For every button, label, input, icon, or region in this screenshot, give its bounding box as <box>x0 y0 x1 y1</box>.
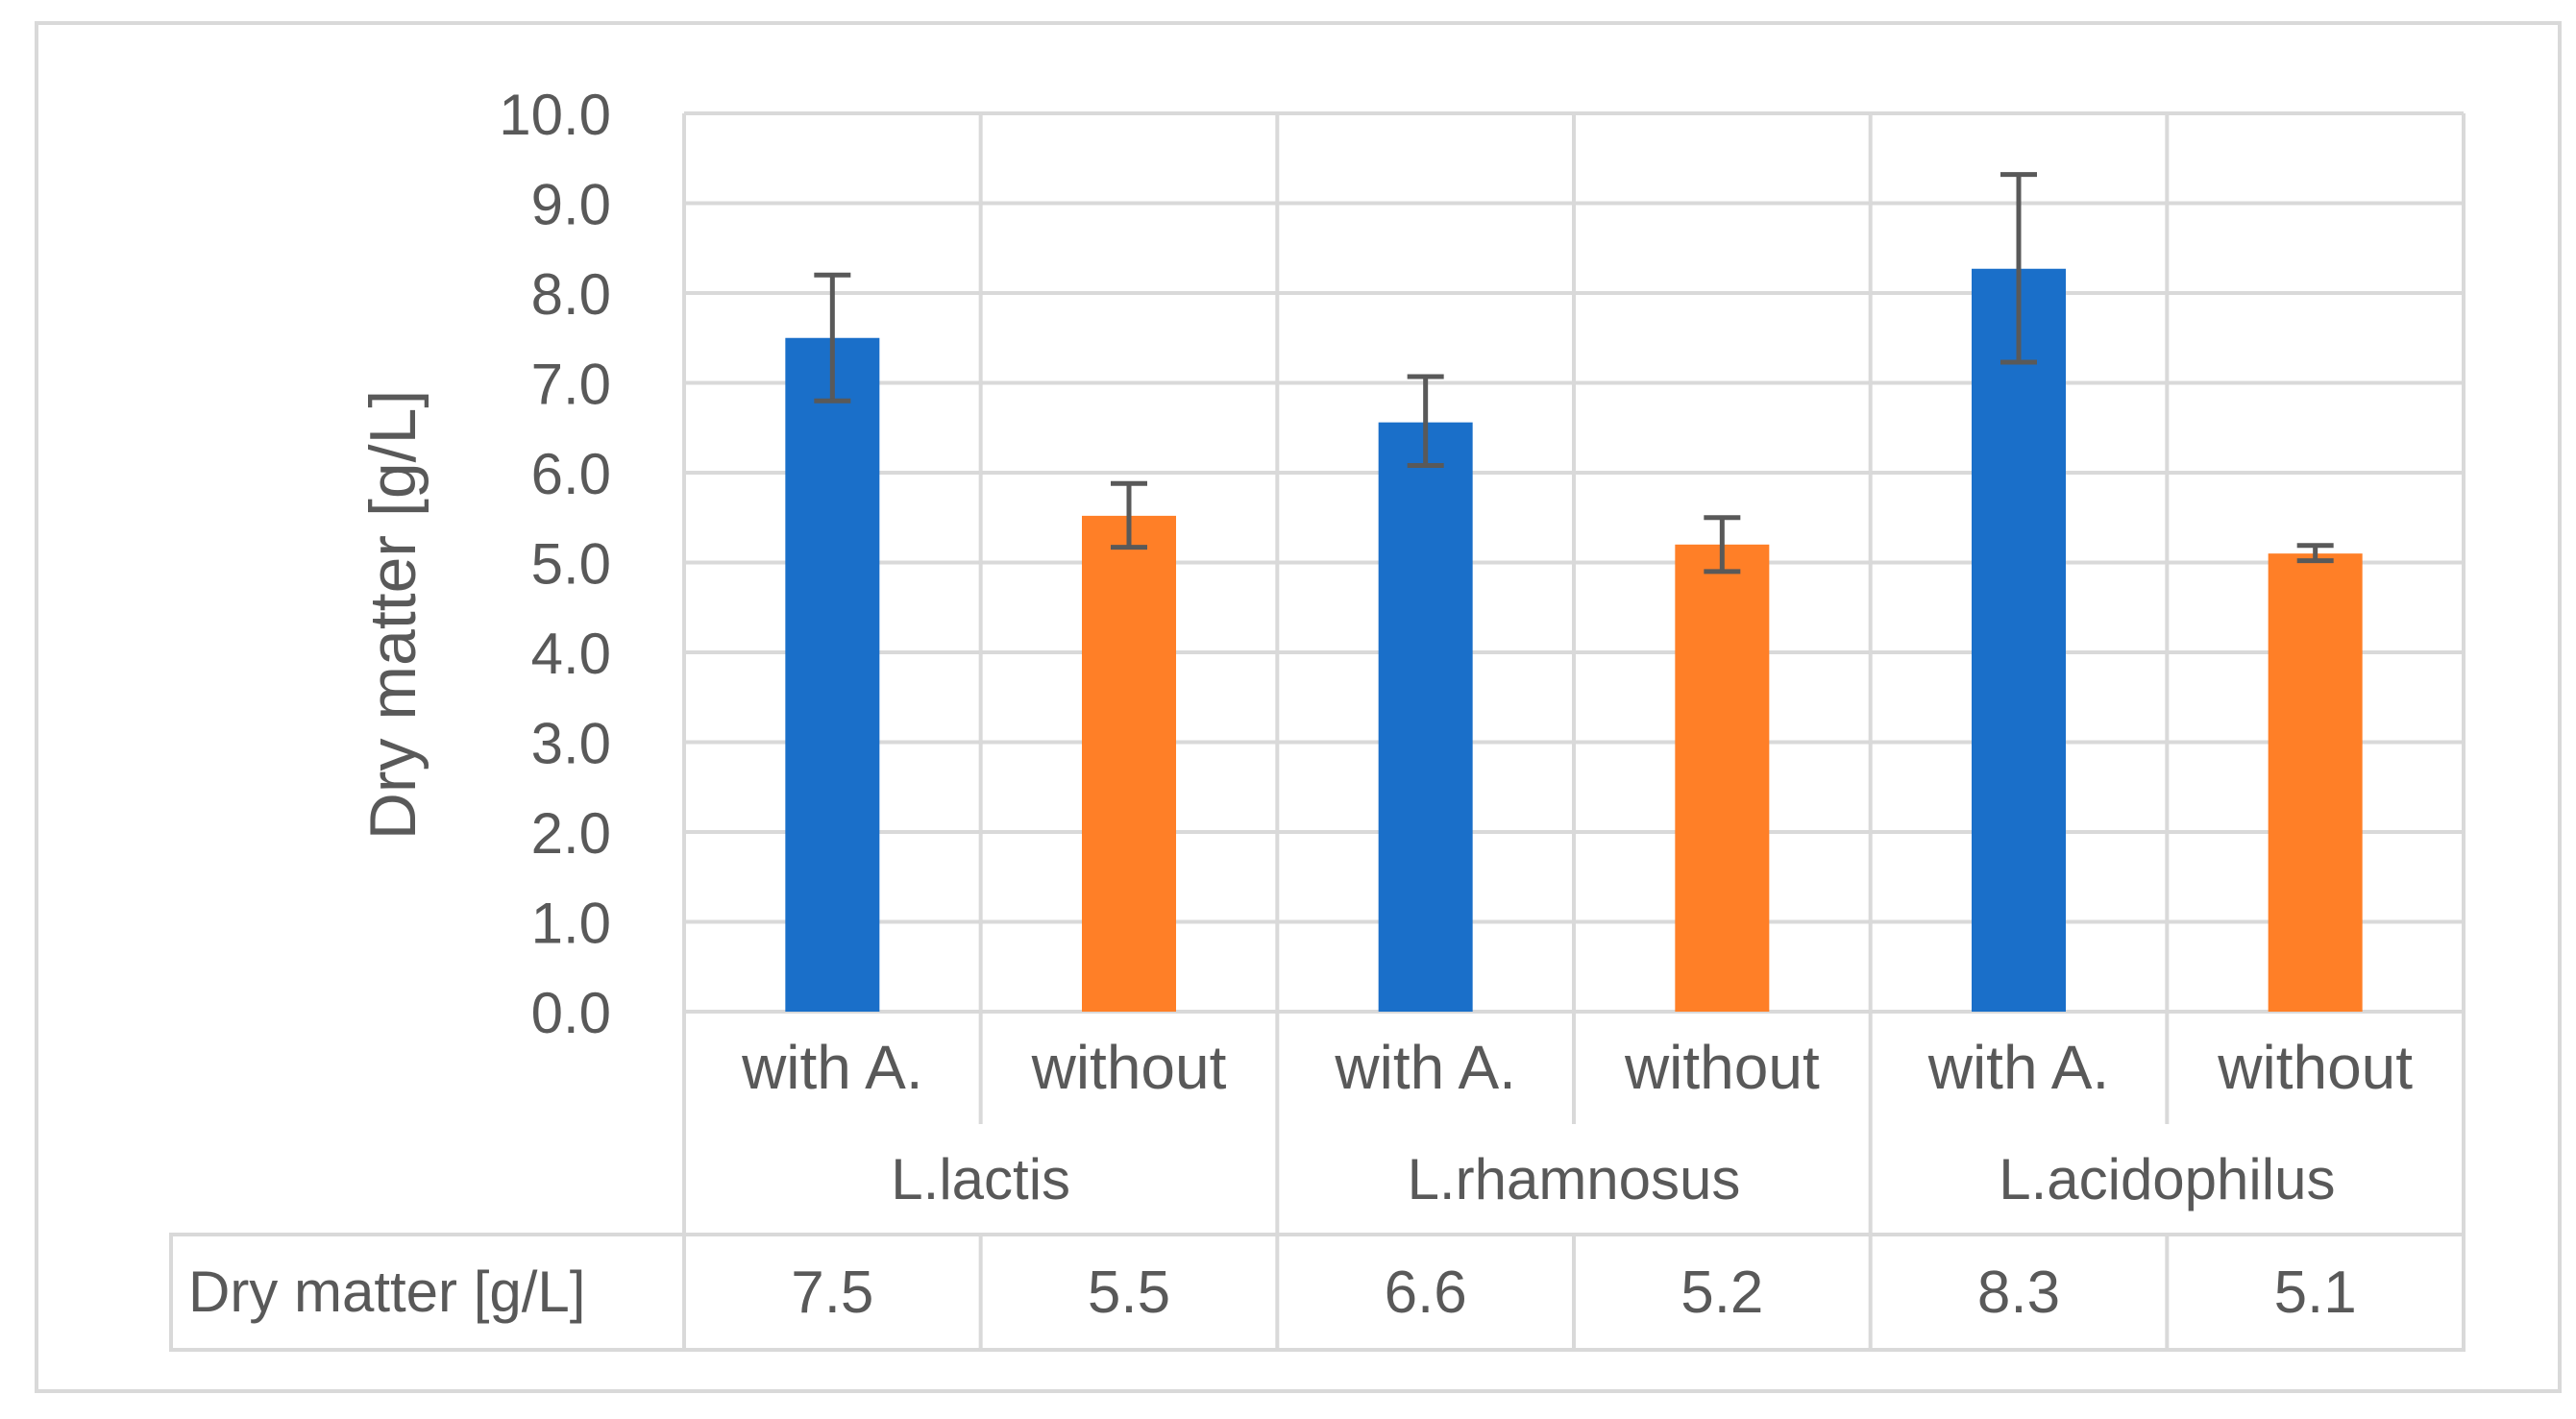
x-category-label: with A. <box>1927 1033 2110 1102</box>
data-label: 6.6 <box>1385 1260 1467 1326</box>
y-axis-title: Dry matter [g/L] <box>356 390 429 841</box>
y-tick-label: 1.0 <box>531 892 611 956</box>
error-bar <box>2000 172 2037 365</box>
x-category-label: with A. <box>1334 1033 1516 1102</box>
bars <box>785 268 2363 1012</box>
bar <box>2268 553 2363 1012</box>
x-category-label: without <box>2217 1033 2413 1102</box>
y-tick-label: 8.0 <box>531 262 611 327</box>
data-label: 7.5 <box>791 1260 873 1326</box>
y-tick-label: 2.0 <box>531 801 611 866</box>
category-table: with A. without with A. without with A. witho… <box>169 1033 2466 1352</box>
data-label: 8.3 <box>1977 1260 2060 1326</box>
x-category-label: with A. <box>741 1033 923 1102</box>
bar <box>1082 515 1176 1012</box>
y-tick-label: 9.0 <box>531 173 611 237</box>
error-bar <box>814 272 851 404</box>
y-tick-label: 10.0 <box>499 83 611 147</box>
x-category-label: without <box>1624 1033 1820 1102</box>
y-tick-label: 7.0 <box>531 353 611 417</box>
y-tick-label: 5.0 <box>531 532 611 597</box>
x-category-label: without <box>1031 1033 1227 1102</box>
y-tick-label: 0.0 <box>531 981 611 1045</box>
chart-outer-border <box>35 21 2562 1393</box>
data-label: 5.1 <box>2274 1260 2357 1326</box>
error-bar <box>2296 543 2334 564</box>
bar <box>785 337 880 1012</box>
y-tick-label: 3.0 <box>531 712 611 776</box>
bar <box>1675 544 1770 1012</box>
x-group-label: L.rhamnosus <box>1408 1147 1741 1211</box>
y-tick-label: 6.0 <box>531 442 611 506</box>
y-axis-ticks: 0.0 1.0 2.0 3.0 4.0 5.0 6.0 7.0 8.0 9.0 10.0 <box>499 83 611 1045</box>
bar <box>1378 422 1473 1012</box>
bar <box>1972 268 2066 1012</box>
y-tick-label: 4.0 <box>531 622 611 686</box>
x-group-label: L.lactis <box>891 1147 1070 1211</box>
data-table-row-label: Dry matter [g/L] <box>188 1260 585 1324</box>
error-bar <box>1111 480 1147 550</box>
data-table-border <box>169 1233 2466 1352</box>
data-label: 5.2 <box>1681 1260 1763 1326</box>
error-bar <box>1407 374 1444 469</box>
error-bar <box>1704 515 1741 575</box>
gridlines <box>682 111 2466 1235</box>
data-label: 5.5 <box>1088 1260 1170 1326</box>
error-bars <box>814 172 2334 575</box>
x-group-label: L.acidophilus <box>1999 1147 2335 1211</box>
